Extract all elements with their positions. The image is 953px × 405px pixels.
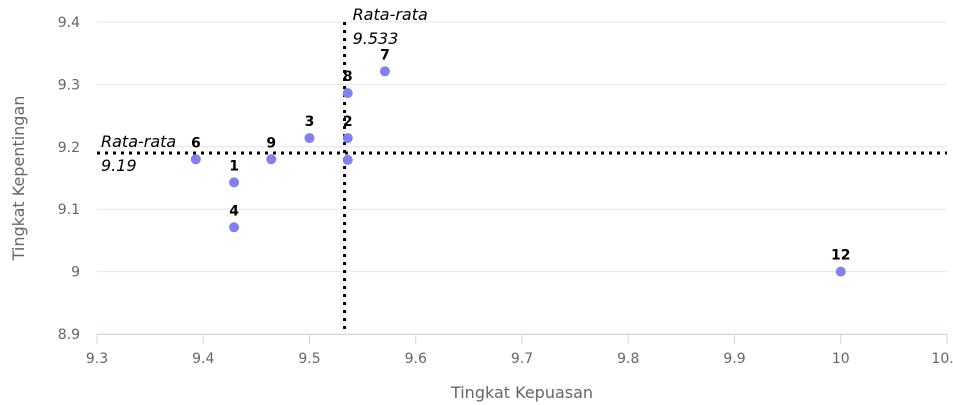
x-tick-labels: 9.3 9.4 9.5 9.6 9.7 9.8 9.9 10 10.1 xyxy=(86,351,953,367)
y-tick-label: 9.2 xyxy=(58,140,80,156)
mean-x-label-value: 9.533 xyxy=(353,29,399,48)
data-point-label: 3 xyxy=(305,114,315,130)
x-tick-label: 9.4 xyxy=(192,351,214,367)
x-tick-label: 10.1 xyxy=(931,351,953,367)
data-point-label: 7 xyxy=(380,47,390,63)
x-tick-label: 9.7 xyxy=(511,351,533,367)
data-point[interactable] xyxy=(304,133,315,144)
data-point-label: 6 xyxy=(191,135,201,151)
y-tick-label: 9.3 xyxy=(58,77,80,93)
x-tick-label: 9.3 xyxy=(86,351,108,367)
data-point[interactable] xyxy=(229,177,240,188)
data-points: 6 1 4 9 3 2 8 7 12 xyxy=(190,47,850,277)
y-tick-label: 8.9 xyxy=(58,327,80,343)
x-tick-label: 10 xyxy=(832,351,850,367)
x-tick-label: 9.8 xyxy=(617,351,639,367)
x-tick-label: 9.5 xyxy=(298,351,320,367)
grid xyxy=(97,21,947,335)
data-point[interactable] xyxy=(342,154,353,165)
mean-y-label-value: 9.19 xyxy=(101,156,137,175)
y-tick-label: 9.1 xyxy=(58,202,80,218)
data-point[interactable] xyxy=(342,133,353,144)
x-tick-label: 9.6 xyxy=(405,351,427,367)
reference-lines: Rata-rata 9.533 Rata-rata 9.19 xyxy=(97,5,947,334)
data-point[interactable] xyxy=(379,66,390,77)
data-point-label: 12 xyxy=(831,248,850,264)
data-point-label: 4 xyxy=(229,203,239,219)
data-point-label: 9 xyxy=(266,135,276,151)
mean-x-label-title: Rata-rata xyxy=(353,5,428,24)
data-point-label: 2 xyxy=(343,114,353,130)
data-point[interactable] xyxy=(266,154,277,165)
data-point-label: 8 xyxy=(343,69,353,85)
x-axis-title: Tingkat Kepuasan xyxy=(450,383,593,402)
data-point[interactable] xyxy=(190,154,201,165)
data-point[interactable] xyxy=(835,266,846,277)
y-tick-label: 9.4 xyxy=(58,15,80,31)
data-point[interactable] xyxy=(229,222,240,233)
axes xyxy=(96,334,948,344)
x-tick-label: 9.9 xyxy=(723,351,745,367)
y-tick-labels: 8.9 9 9.1 9.2 9.3 9.4 xyxy=(58,15,80,343)
mean-y-label-title: Rata-rata xyxy=(101,132,176,151)
y-tick-label: 9 xyxy=(71,265,80,281)
data-point-label: 1 xyxy=(229,158,239,174)
y-axis-title: Tingkat Kepentingan xyxy=(9,96,28,262)
data-point[interactable] xyxy=(342,88,353,99)
